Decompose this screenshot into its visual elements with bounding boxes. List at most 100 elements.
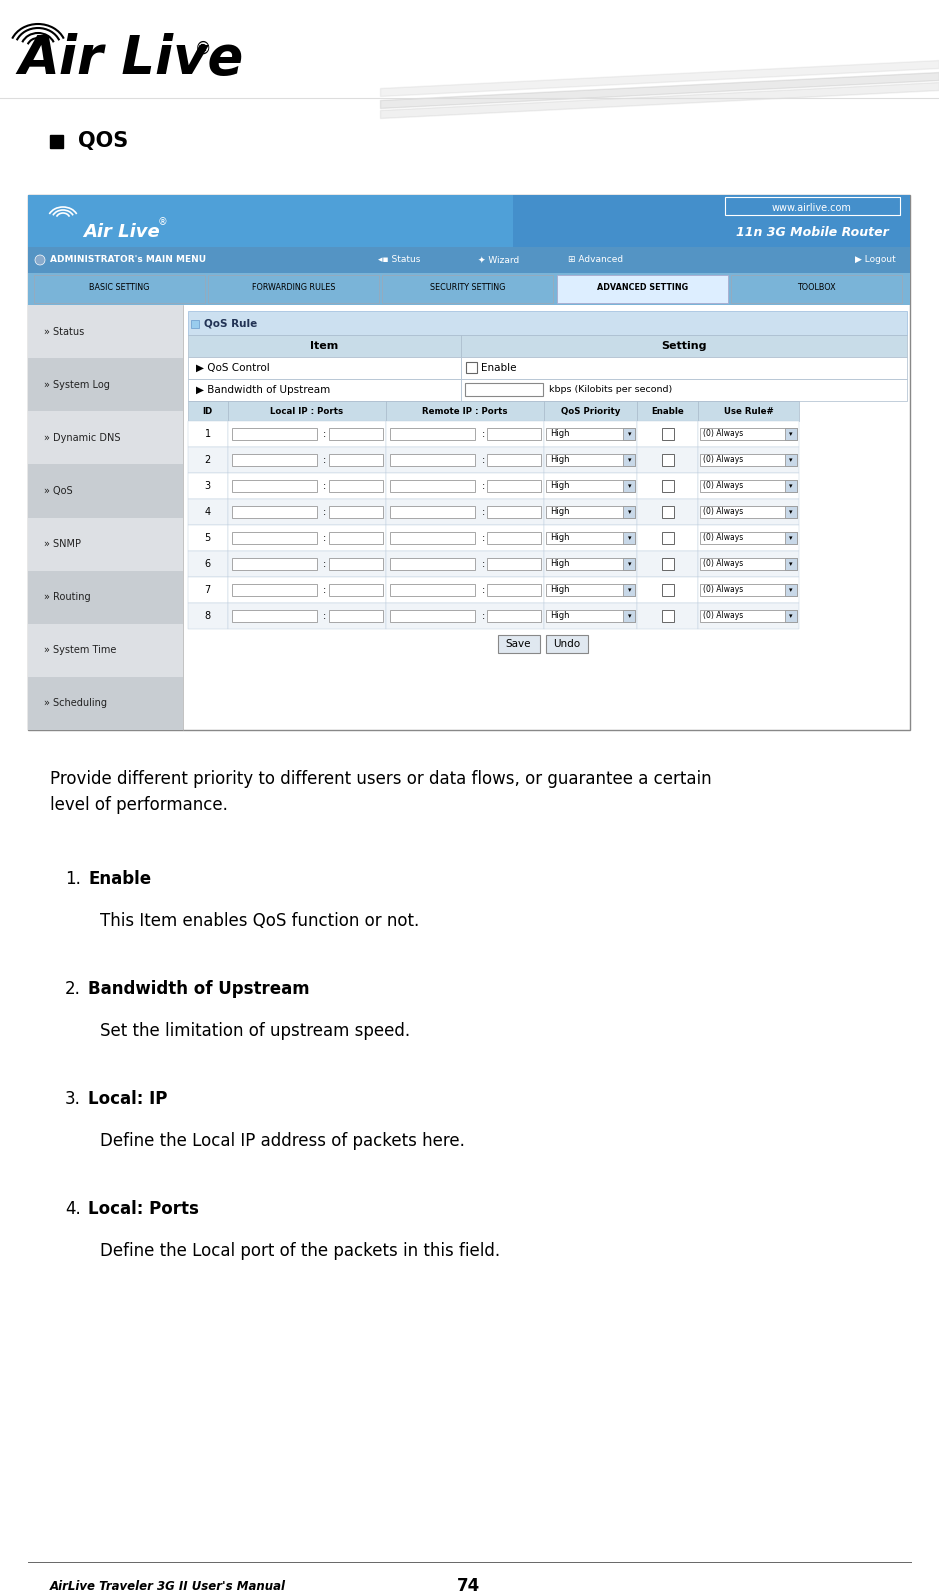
Bar (227, 603, 386, 629)
Bar (785, 481, 797, 492)
Bar (544, 498, 638, 525)
Text: ▾: ▾ (627, 482, 631, 489)
Text: Air Live: Air Live (18, 33, 243, 84)
Text: BASIC SETTING: BASIC SETTING (89, 283, 149, 293)
Bar (188, 420, 227, 447)
Text: ▾: ▾ (790, 560, 793, 567)
Text: » QoS: » QoS (44, 486, 72, 497)
Text: 4.: 4. (65, 1200, 81, 1218)
Bar (487, 559, 541, 570)
Bar (28, 272, 910, 306)
Bar (191, 320, 199, 328)
Text: FORWARDING RULES: FORWARDING RULES (252, 283, 335, 293)
Bar (188, 551, 227, 576)
Text: Enable: Enable (88, 869, 151, 888)
Bar (662, 610, 674, 622)
Bar (638, 525, 699, 551)
Bar (390, 506, 475, 517)
Bar (487, 428, 541, 439)
Text: Undo: Undo (553, 638, 580, 650)
Bar (662, 532, 674, 544)
Text: (0) Always: (0) Always (703, 430, 744, 438)
Bar (28, 517, 183, 570)
Text: This Item enables QoS function or not.: This Item enables QoS function or not. (100, 912, 419, 930)
Bar (390, 428, 475, 439)
Bar (498, 635, 540, 653)
Bar (700, 481, 797, 492)
Bar (232, 428, 317, 439)
Text: :: : (323, 506, 327, 517)
Bar (28, 306, 183, 731)
Text: QoS Rule: QoS Rule (204, 318, 257, 328)
Text: ⊞ Advanced: ⊞ Advanced (568, 255, 623, 264)
Bar (785, 584, 797, 595)
Bar (638, 447, 699, 473)
Bar (785, 610, 797, 622)
Bar (699, 447, 799, 473)
Bar (662, 584, 674, 595)
Text: :: : (323, 455, 327, 465)
Bar (386, 447, 544, 473)
Text: Use Rule#: Use Rule# (724, 406, 774, 416)
Bar (544, 473, 638, 498)
Text: 3.: 3. (65, 1091, 81, 1108)
Text: Provide different priority to different users or data flows, or guarantee a cert: Provide different priority to different … (50, 771, 712, 814)
Bar (382, 275, 553, 302)
Bar (700, 428, 797, 439)
Text: ▾: ▾ (627, 457, 631, 463)
Text: ▾: ▾ (627, 509, 631, 514)
Text: High: High (550, 508, 569, 516)
Bar (731, 275, 902, 302)
Bar (662, 506, 674, 517)
Bar (232, 454, 317, 466)
Text: (0) Always: (0) Always (703, 559, 744, 568)
Bar (544, 420, 638, 447)
Text: :: : (482, 559, 485, 568)
Bar (662, 428, 674, 439)
Bar (386, 401, 544, 420)
Bar (227, 551, 386, 576)
Text: :: : (482, 584, 485, 595)
Text: ▾: ▾ (790, 535, 793, 541)
Text: Define the Local port of the packets in this field.: Define the Local port of the packets in … (100, 1242, 500, 1259)
Bar (390, 559, 475, 570)
Bar (386, 576, 544, 603)
Bar (188, 603, 227, 629)
Text: :: : (323, 533, 327, 543)
Text: QOS: QOS (78, 131, 129, 151)
Text: :: : (482, 506, 485, 517)
Bar (785, 532, 797, 544)
Text: 8: 8 (205, 611, 211, 621)
Bar (188, 401, 227, 420)
Bar (232, 584, 317, 595)
Text: 2.: 2. (65, 981, 81, 998)
Bar (329, 610, 383, 622)
Text: High: High (550, 455, 569, 465)
Bar (28, 411, 183, 465)
Bar (546, 584, 636, 595)
Bar (461, 357, 907, 379)
Text: :: : (323, 481, 327, 490)
Bar (208, 275, 379, 302)
Bar (785, 428, 797, 439)
Circle shape (35, 255, 45, 264)
Bar (700, 506, 797, 517)
Bar (623, 506, 636, 517)
Bar (638, 603, 699, 629)
Text: :: : (323, 428, 327, 439)
Bar (188, 525, 227, 551)
Text: 1.: 1. (65, 869, 81, 888)
Bar (329, 454, 383, 466)
Text: Save: Save (506, 638, 531, 650)
Bar (638, 473, 699, 498)
Bar (390, 532, 475, 544)
Bar (28, 358, 183, 411)
Text: 3: 3 (205, 481, 211, 490)
Bar (461, 334, 907, 357)
Text: High: High (550, 611, 569, 621)
Bar (544, 551, 638, 576)
Text: Setting: Setting (661, 341, 707, 350)
Bar (329, 559, 383, 570)
Bar (386, 603, 544, 629)
Bar (232, 481, 317, 492)
